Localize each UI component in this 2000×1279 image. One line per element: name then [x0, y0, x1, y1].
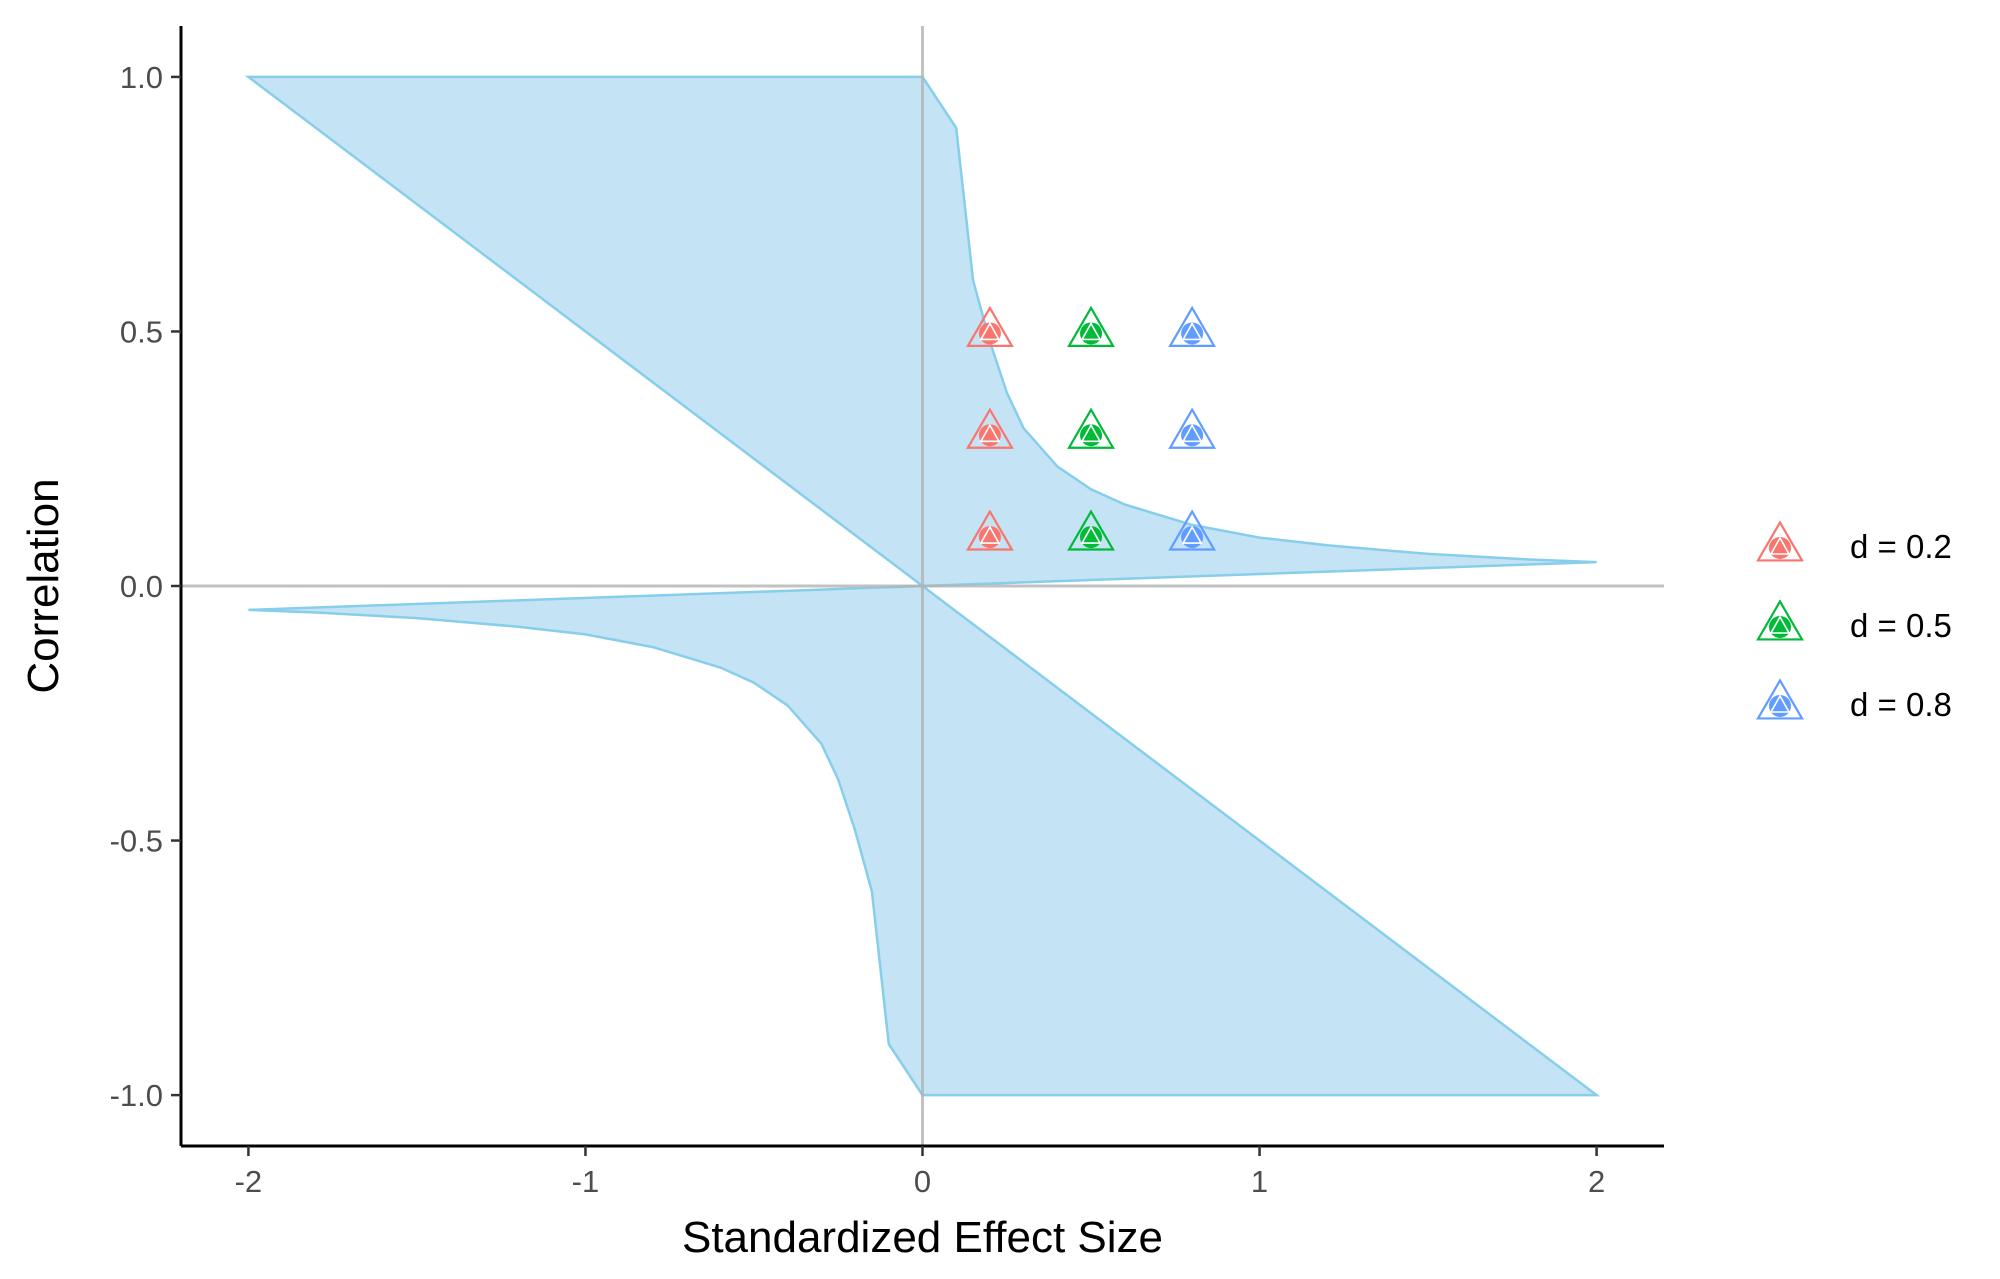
y-tick-label: -1.0	[110, 1078, 163, 1113]
x-axis-title: Standardized Effect Size	[682, 1213, 1163, 1262]
data-point	[1067, 509, 1115, 551]
x-tick-label: -2	[235, 1164, 263, 1199]
data-point	[966, 509, 1014, 551]
legend-label: d = 0.8	[1850, 686, 1952, 723]
legend-label: d = 0.2	[1850, 528, 1952, 565]
y-tick-label: 0.5	[120, 314, 163, 349]
y-tick-label: 0.0	[120, 569, 163, 604]
data-point	[1168, 305, 1217, 347]
x-tick-label: 0	[914, 1164, 931, 1199]
legend-key-triangle	[1756, 678, 1804, 720]
x-tick-label: 2	[1588, 1164, 1605, 1199]
data-point	[1067, 305, 1115, 347]
data-point	[966, 407, 1014, 449]
y-axis-title: Correlation	[19, 478, 68, 693]
y-tick-label: 1.0	[120, 60, 163, 95]
x-tick-label: -1	[572, 1164, 600, 1199]
data-points	[966, 305, 1217, 551]
x-tick-label: 1	[1251, 1164, 1268, 1199]
legend-key-triangle	[1756, 520, 1804, 562]
data-point	[966, 305, 1014, 347]
y-axis-ticks: -1.0 -0.5 0.0 0.5 1.0	[110, 60, 181, 1113]
data-point	[1067, 407, 1115, 449]
legend-label: d = 0.5	[1850, 607, 1952, 644]
x-axis-ticks: -2 -1 0 1 2	[235, 1146, 1605, 1199]
legend-key-triangle	[1756, 599, 1804, 641]
data-point	[1168, 509, 1217, 551]
legend: d = 0.2 d = 0.5 d = 0.8	[1756, 520, 1952, 723]
y-tick-label: -0.5	[110, 824, 163, 859]
data-point	[1168, 407, 1217, 449]
